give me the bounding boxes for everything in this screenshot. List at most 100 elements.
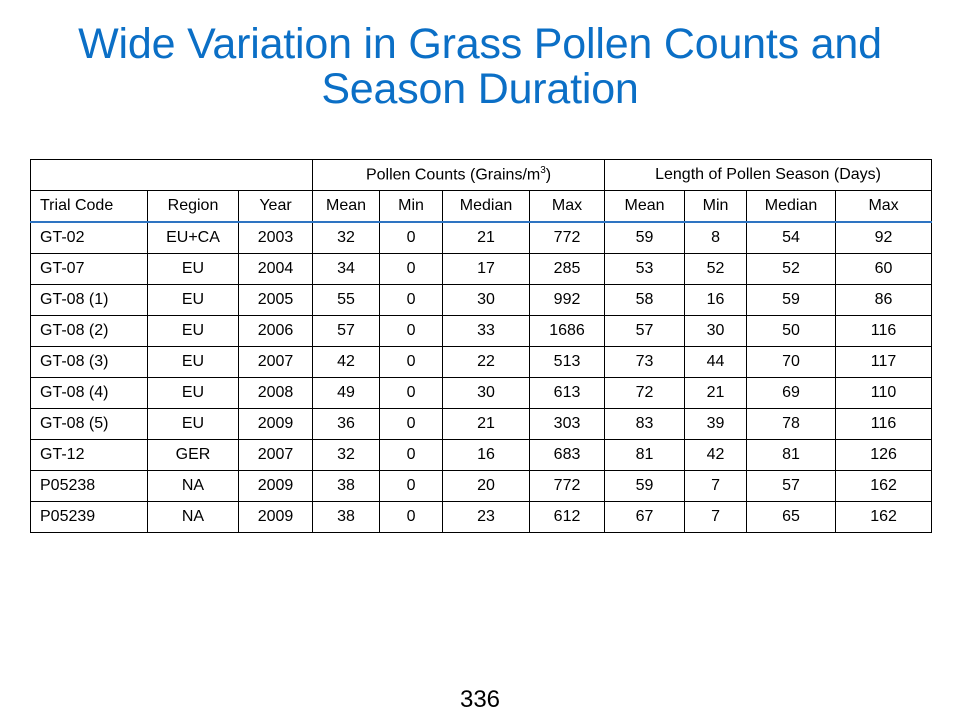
- table-cell: 69: [746, 377, 837, 409]
- table-cell: 16: [442, 439, 531, 471]
- table-cell: 58: [604, 284, 686, 316]
- column-header: Year: [237, 190, 314, 223]
- table-cell: 162: [835, 501, 933, 533]
- table-cell: EU: [147, 346, 239, 378]
- table-row: GT-08 (4) EU 2008 49 0 30 613 72 21 69 110: [30, 377, 933, 409]
- table-row: GT-02 EU+CA 2003 32 0 21 772 59 8 54 92: [30, 221, 933, 254]
- table-row: P05238 NA 2009 38 0 20 772 59 7 57 162: [30, 470, 933, 502]
- table-cell: 49: [312, 377, 381, 409]
- table-cell: 303: [529, 408, 606, 440]
- table-cell: 0: [379, 284, 444, 316]
- table-cell: 2009: [237, 408, 314, 440]
- table-cell: EU: [147, 377, 239, 409]
- slide-title: Wide Variation in Grass Pollen Counts an…: [0, 22, 960, 112]
- table-cell: 2009: [237, 501, 314, 533]
- column-header: Mean: [312, 190, 381, 223]
- table-cell: 72: [604, 377, 686, 409]
- table-cell: 126: [835, 439, 933, 471]
- table-cell: 81: [604, 439, 686, 471]
- column-header: Median: [746, 190, 837, 223]
- table-cell: 683: [529, 439, 606, 471]
- table-row: GT-08 (1) EU 2005 55 0 30 992 58 16 59 86: [30, 284, 933, 316]
- table-cell: EU: [147, 408, 239, 440]
- trial-code-cell: GT-08 (1): [30, 284, 148, 316]
- column-header: Min: [379, 190, 444, 223]
- table-cell: 1686: [529, 315, 606, 347]
- page-number: 336: [459, 686, 501, 713]
- table-cell: 8: [684, 221, 748, 254]
- table-cell: 20: [442, 470, 531, 502]
- table-cell: 992: [529, 284, 606, 316]
- table-cell: 67: [604, 501, 686, 533]
- table-cell: 52: [746, 253, 837, 285]
- table-cell: 16: [684, 284, 748, 316]
- table-cell: 21: [442, 408, 531, 440]
- table-cell: 59: [604, 221, 686, 254]
- table-cell: 23: [442, 501, 531, 533]
- table-cell: 78: [746, 408, 837, 440]
- trial-code-cell: GT-08 (4): [30, 377, 148, 409]
- column-header: Median: [442, 190, 531, 223]
- table-cell: 30: [684, 315, 748, 347]
- table-cell: 2006: [237, 315, 314, 347]
- trial-code-cell: GT-08 (3): [30, 346, 148, 378]
- pollen-counts-header: Pollen Counts (Grains/m3): [312, 159, 606, 191]
- pollen-counts-header-suffix: ): [545, 166, 552, 184]
- table-cell: 57: [604, 315, 686, 347]
- table-cell: 59: [746, 284, 837, 316]
- pollen-data-table: Pollen Counts (Grains/m3) Length of Poll…: [29, 159, 933, 533]
- table-cell: 2005: [237, 284, 314, 316]
- table-cell: 34: [312, 253, 381, 285]
- trial-code-cell: GT-08 (2): [30, 315, 148, 347]
- table-body: GT-02 EU+CA 2003 32 0 21 772 59 8 54 92 GT-07 EU 2004…: [30, 221, 933, 533]
- table-row: GT-08 (2) EU 2006 57 0 33 1686 57 30 50 116: [30, 315, 933, 347]
- table-cell: 2003: [237, 221, 314, 254]
- table-cell: 86: [835, 284, 933, 316]
- table-cell: 772: [529, 470, 606, 502]
- table-cell: 2008: [237, 377, 314, 409]
- table-cell: 7: [684, 470, 748, 502]
- table-cell: 32: [312, 221, 381, 254]
- table-cell: 22: [442, 346, 531, 378]
- table-cell: 0: [379, 408, 444, 440]
- table-cell: 772: [529, 221, 606, 254]
- slide-title-line-1: Wide Variation in Grass Pollen Counts an…: [78, 20, 882, 68]
- table-cell: EU: [147, 284, 239, 316]
- table-cell: 33: [442, 315, 531, 347]
- table-row: GT-08 (5) EU 2009 36 0 21 303 83 39 78 116: [30, 408, 933, 440]
- table-cell: 0: [379, 315, 444, 347]
- table-cell: 42: [312, 346, 381, 378]
- column-header: Region: [147, 190, 239, 223]
- trial-code-cell: GT-07: [30, 253, 148, 285]
- table-cell: 612: [529, 501, 606, 533]
- table-cell: 21: [684, 377, 748, 409]
- table-cell: EU: [147, 253, 239, 285]
- table-cell: 52: [684, 253, 748, 285]
- table-cell: 0: [379, 439, 444, 471]
- table-cell: NA: [147, 470, 239, 502]
- table-row: P05239 NA 2009 38 0 23 612 67 7 65 162: [30, 501, 933, 533]
- table-cell: 285: [529, 253, 606, 285]
- pollen-counts-superscript: 3: [540, 165, 546, 177]
- table-cell: 55: [312, 284, 381, 316]
- slide-title-line-2: Season Duration: [321, 65, 639, 113]
- group-header-row: Pollen Counts (Grains/m3) Length of Poll…: [29, 159, 933, 191]
- table-cell: 65: [746, 501, 837, 533]
- trial-code-cell: GT-02: [30, 221, 148, 254]
- table-cell: 0: [379, 346, 444, 378]
- table-cell: 60: [835, 253, 933, 285]
- column-header: Mean: [604, 190, 686, 223]
- table-cell: 0: [379, 377, 444, 409]
- table-cell: 53: [604, 253, 686, 285]
- table-cell: 0: [379, 501, 444, 533]
- season-length-header: Length of Pollen Season (Days): [604, 159, 933, 191]
- column-header: Min: [684, 190, 748, 223]
- table-cell: NA: [147, 501, 239, 533]
- table-cell: 17: [442, 253, 531, 285]
- table-cell: EU+CA: [147, 221, 239, 254]
- table-cell: 81: [746, 439, 837, 471]
- table-cell: 0: [379, 221, 444, 254]
- table-cell: 21: [442, 221, 531, 254]
- trial-code-cell: P05239: [30, 501, 148, 533]
- empty-header-cell: [29, 159, 314, 191]
